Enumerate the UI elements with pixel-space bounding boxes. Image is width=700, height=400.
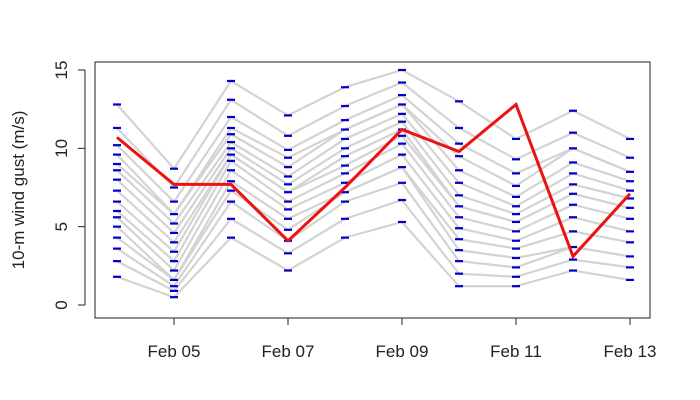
- y-axis: 0 5 10 15: [52, 61, 86, 310]
- ensemble-line: [116, 181, 631, 288]
- ensemble-line: [116, 93, 631, 204]
- y-axis-label: 10-m wind gust (m/s): [9, 111, 28, 270]
- y-tick-label: 10: [52, 139, 71, 158]
- x-tick-label: Feb 05: [148, 342, 201, 361]
- x-tick-label: Feb 07: [262, 342, 315, 361]
- y-tick-label: 0: [52, 300, 71, 309]
- ensemble-line: [116, 68, 631, 171]
- ensemble-line: [116, 153, 631, 273]
- observed-line: [116, 102, 632, 260]
- x-axis: Feb 05 Feb 07 Feb 09 Feb 11 Feb 13: [148, 318, 657, 361]
- ensemble-line: [116, 120, 631, 235]
- ensemble-line: [116, 198, 631, 293]
- y-tick-label: 15: [52, 61, 71, 80]
- x-tick-label: Feb 13: [604, 342, 657, 361]
- ensemble-tick-marks: [113, 68, 634, 299]
- ensemble-lines: [116, 68, 631, 299]
- x-tick-label: Feb 11: [490, 342, 542, 361]
- ensemble-line: [116, 134, 631, 254]
- x-tick-label: Feb 09: [376, 342, 429, 361]
- ensemble-line: [116, 81, 631, 190]
- ensemble-line: [116, 112, 631, 226]
- ensemble-line: [116, 220, 631, 299]
- ensemble-line: [116, 165, 631, 282]
- observed-series: [116, 102, 632, 260]
- plot-frame: [94, 61, 651, 319]
- y-tick-label: 5: [52, 222, 71, 231]
